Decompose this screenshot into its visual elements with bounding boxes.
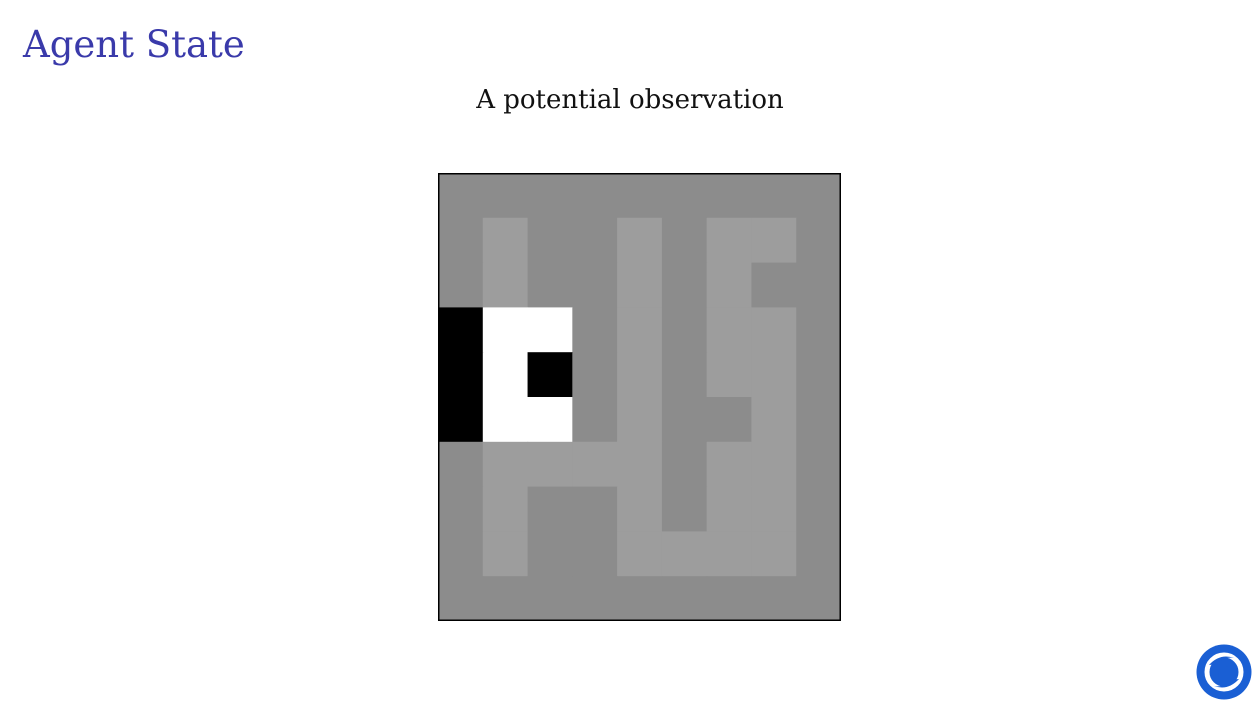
wall-cell [438, 531, 483, 576]
maze-grid [438, 173, 841, 621]
corridor-cell [483, 263, 528, 308]
wall-cell [751, 263, 796, 308]
corridor-cell [751, 487, 796, 532]
wall-cell [572, 218, 617, 263]
wall-cell [572, 576, 617, 621]
wall-cell [438, 173, 483, 218]
wall-cell [707, 173, 752, 218]
blocked-cell [438, 307, 483, 352]
wall-cell [662, 442, 707, 487]
wall-cell [572, 487, 617, 532]
wall-cell [528, 487, 573, 532]
wall-cell [438, 487, 483, 532]
corridor-cell [572, 442, 617, 487]
corridor-cell [751, 397, 796, 442]
corridor-cell [617, 218, 662, 263]
corridor-cell [751, 307, 796, 352]
wall-cell [796, 487, 841, 532]
wall-cell [796, 352, 841, 397]
blocked-cell [438, 352, 483, 397]
wall-cell [572, 397, 617, 442]
wall-cell [528, 173, 573, 218]
corridor-cell [483, 218, 528, 263]
wall-cell [662, 173, 707, 218]
wall-cell [662, 263, 707, 308]
wall-cell [572, 531, 617, 576]
wall-cell [796, 442, 841, 487]
blocked-cell [528, 352, 573, 397]
wall-cell [751, 576, 796, 621]
wall-cell [483, 576, 528, 621]
wall-cell [438, 263, 483, 308]
wall-cell [572, 173, 617, 218]
visible-cell [483, 352, 528, 397]
visible-cell [483, 397, 528, 442]
wall-cell [796, 218, 841, 263]
corridor-cell [707, 531, 752, 576]
wall-cell [528, 576, 573, 621]
corridor-cell [617, 397, 662, 442]
visible-cell [528, 307, 573, 352]
slide-title: Agent State [23, 22, 245, 68]
wall-cell [528, 263, 573, 308]
corridor-cell [707, 487, 752, 532]
corridor-cell [483, 531, 528, 576]
corridor-cell [483, 442, 528, 487]
wall-cell [707, 397, 752, 442]
wall-cell [528, 218, 573, 263]
visible-cell [528, 397, 573, 442]
corridor-cell [751, 352, 796, 397]
wall-cell [796, 173, 841, 218]
wall-cell [662, 397, 707, 442]
corridor-cell [707, 218, 752, 263]
maze-observation [438, 173, 841, 621]
wall-cell [662, 487, 707, 532]
corridor-cell [617, 487, 662, 532]
corridor-cell [707, 442, 752, 487]
blocked-cell [438, 397, 483, 442]
corridor-cell [617, 442, 662, 487]
deepmind-logo-icon [1196, 644, 1252, 700]
corridor-cell [662, 531, 707, 576]
wall-cell [707, 576, 752, 621]
wall-cell [796, 397, 841, 442]
wall-cell [796, 576, 841, 621]
wall-cell [796, 263, 841, 308]
corridor-cell [751, 442, 796, 487]
visible-cell [483, 307, 528, 352]
wall-cell [483, 173, 528, 218]
corridor-cell [528, 442, 573, 487]
corridor-cell [617, 263, 662, 308]
corridor-cell [617, 352, 662, 397]
wall-cell [617, 576, 662, 621]
wall-cell [796, 307, 841, 352]
wall-cell [662, 576, 707, 621]
wall-cell [617, 173, 662, 218]
corridor-cell [707, 352, 752, 397]
corridor-cell [707, 307, 752, 352]
corridor-cell [483, 487, 528, 532]
wall-cell [751, 173, 796, 218]
wall-cell [572, 307, 617, 352]
wall-cell [796, 531, 841, 576]
wall-cell [438, 576, 483, 621]
wall-cell [662, 307, 707, 352]
wall-cell [438, 218, 483, 263]
observation-caption: A potential observation [0, 84, 1260, 116]
corridor-cell [617, 307, 662, 352]
corridor-cell [707, 263, 752, 308]
corridor-cell [617, 531, 662, 576]
wall-cell [572, 263, 617, 308]
corridor-cell [751, 218, 796, 263]
wall-cell [662, 352, 707, 397]
corridor-cell [751, 531, 796, 576]
wall-cell [528, 531, 573, 576]
wall-cell [662, 218, 707, 263]
wall-cell [572, 352, 617, 397]
wall-cell [438, 442, 483, 487]
